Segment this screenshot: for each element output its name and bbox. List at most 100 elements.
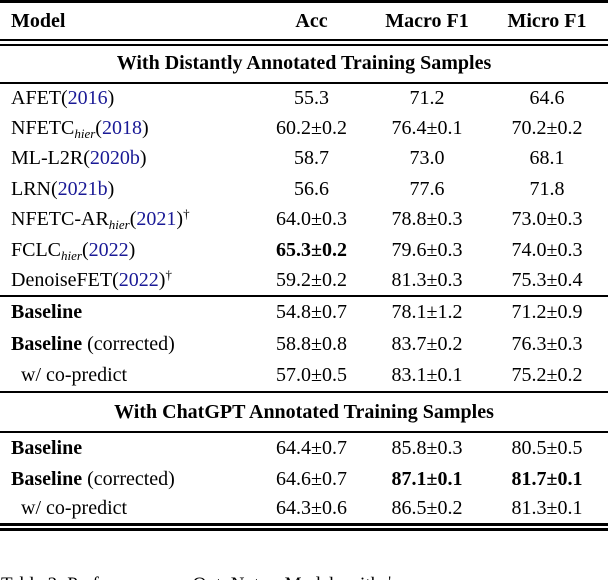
model-name-bold: Baseline [11,436,83,459]
model-subscript: hier [61,247,82,263]
col-header-micro-f1: Micro F1 [507,9,587,32]
table-row-ml-l2r: ML-L2R(2020b) 58.7 73.0 68.1 [0,144,608,175]
paren-close: ) [141,116,149,139]
macro-f1-cell: 73.0 [368,144,486,175]
acc-cell: 55.3 [255,83,368,114]
micro-f1-cell: 81.7±0.1 [486,464,608,496]
micro-f1-cell: 75.3±0.4 [486,266,608,297]
paren-open: ( [95,116,102,139]
value-bold: 81.7±0.1 [511,467,583,490]
table-row-denoisefet: DenoiseFET(2022)† 59.2±0.2 81.3±0.3 75.3… [0,266,608,297]
micro-f1-cell: 68.1 [486,144,608,175]
col-header-model: Model [11,9,66,32]
paren-open: ( [112,268,119,291]
value: 54.8±0.7 [276,301,347,323]
paren-close: ) [158,268,166,291]
citation-year-link[interactable]: 2022 [118,268,159,291]
dagger-marker: † [165,266,172,282]
value: 85.8±0.3 [391,436,463,459]
dagger-marker: † [183,206,190,222]
acc-cell: 57.0±0.5 [255,360,368,392]
value: 86.5±0.2 [391,497,463,520]
section-title: With Distantly Annotated Training Sample… [116,52,492,75]
macro-f1-cell: 86.5±0.2 [368,495,486,527]
value: 70.2±0.2 [511,116,583,139]
table-row-baseline-corrected-gpt: Baseline (corrected) 64.6±0.7 87.1±0.1 8… [0,464,608,496]
macro-f1-cell: 77.6 [368,174,486,205]
model-cell: w/ co-predict [0,495,255,527]
value: 76.4±0.1 [391,116,463,139]
acc-cell: 58.8±0.8 [255,328,368,360]
macro-f1-cell: 79.6±0.3 [368,235,486,266]
model-cell: Baseline [0,432,255,464]
value: 71.2±0.9 [511,301,583,323]
value: 83.7±0.2 [391,332,463,355]
value: 57.0±0.5 [276,364,347,386]
value-bold: 87.1±0.1 [391,467,463,490]
model-name: LRN [11,177,51,200]
value: 79.6±0.3 [391,238,463,261]
value: 64.6 [529,86,565,109]
value: 71.8 [529,177,565,200]
model-name: (corrected) [82,332,175,355]
citation-year-link[interactable]: 2020b [89,147,140,170]
macro-f1-cell: 71.2 [368,83,486,114]
value: 81.3±0.1 [511,497,583,520]
citation-year-link[interactable]: 2021b [57,177,108,200]
value: 55.3 [294,86,329,109]
table-row-nfetc: NFETChier(2018) 60.2±0.2 76.4±0.1 70.2±0… [0,113,608,144]
section-header-distant: With Distantly Annotated Training Sample… [0,43,608,83]
acc-cell: 56.6 [255,174,368,205]
value: 58.8±0.8 [276,332,347,355]
col-header-acc: Acc [295,9,328,32]
model-cell: ML-L2R(2020b) [0,144,255,175]
value: 73.0 [409,147,445,170]
citation-year-link[interactable]: 2016 [67,86,108,109]
model-name: AFET [11,86,61,109]
macro-f1-cell: 85.8±0.3 [368,432,486,464]
table-row-co-predict-gpt: w/ co-predict 64.3±0.6 86.5±0.2 81.3±0.1 [0,495,608,527]
table-row-fclc: FCLChier(2022) 65.3±0.2 79.6±0.3 74.0±0.… [0,235,608,266]
section-title: With ChatGPT Annotated Training Samples [114,400,494,423]
model-subscript: hier [74,125,96,141]
value: 74.0±0.3 [511,238,583,261]
model-name-bold: Baseline [11,301,83,323]
table-row-nfetc-ar: NFETC-ARhier(2021)† 64.0±0.3 78.8±0.3 73… [0,205,608,236]
micro-f1-cell: 76.3±0.3 [486,328,608,360]
acc-cell: 64.3±0.6 [255,495,368,527]
macro-f1-cell: 83.7±0.2 [368,328,486,360]
table-row-co-predict: w/ co-predict 57.0±0.5 83.1±0.1 75.2±0.2 [0,360,608,392]
paren-open: ( [129,208,137,231]
table-row-baseline: Baseline 54.8±0.7 78.1±1.2 71.2±0.9 [0,296,608,328]
model-cell: w/ co-predict [0,360,255,392]
model-cell: LRN(2021b) [0,174,255,205]
paren-open: ( [83,147,90,170]
macro-f1-cell: 83.1±0.1 [368,360,486,392]
acc-cell: 64.0±0.3 [255,205,368,236]
acc-cell: 64.6±0.7 [255,464,368,496]
citation-year-link[interactable]: 2018 [101,116,142,139]
micro-f1-cell: 80.5±0.5 [486,432,608,464]
model-name-bold: Baseline [11,332,83,355]
value: 64.4±0.7 [276,436,347,459]
paren-close: ) [139,147,147,170]
col-header-macro-f1: Macro F1 [385,9,469,32]
value: 64.0±0.3 [276,208,347,231]
paren-open: ( [51,177,58,200]
citation-year-link[interactable]: 2022 [88,238,129,261]
micro-f1-cell: 71.8 [486,174,608,205]
macro-f1-cell: 87.1±0.1 [368,464,486,496]
acc-cell: 59.2±0.2 [255,266,368,297]
paren-open: ( [81,238,89,261]
model-cell: Baseline (corrected) [0,464,255,496]
citation-year-link[interactable]: 2021 [136,208,177,231]
value: 76.3±0.3 [511,332,583,355]
paren-close: ) [176,208,184,231]
model-cell: NFETC-ARhier(2021)† [0,205,255,236]
column-header-row: Model Acc Macro F1 Micro F1 [0,2,608,43]
model-cell: NFETChier(2018) [0,113,255,144]
model-cell: AFET(2016) [0,83,255,114]
value: 71.2 [409,86,445,109]
model-name: w/ co-predict [11,497,128,520]
paren-close: ) [107,86,115,109]
